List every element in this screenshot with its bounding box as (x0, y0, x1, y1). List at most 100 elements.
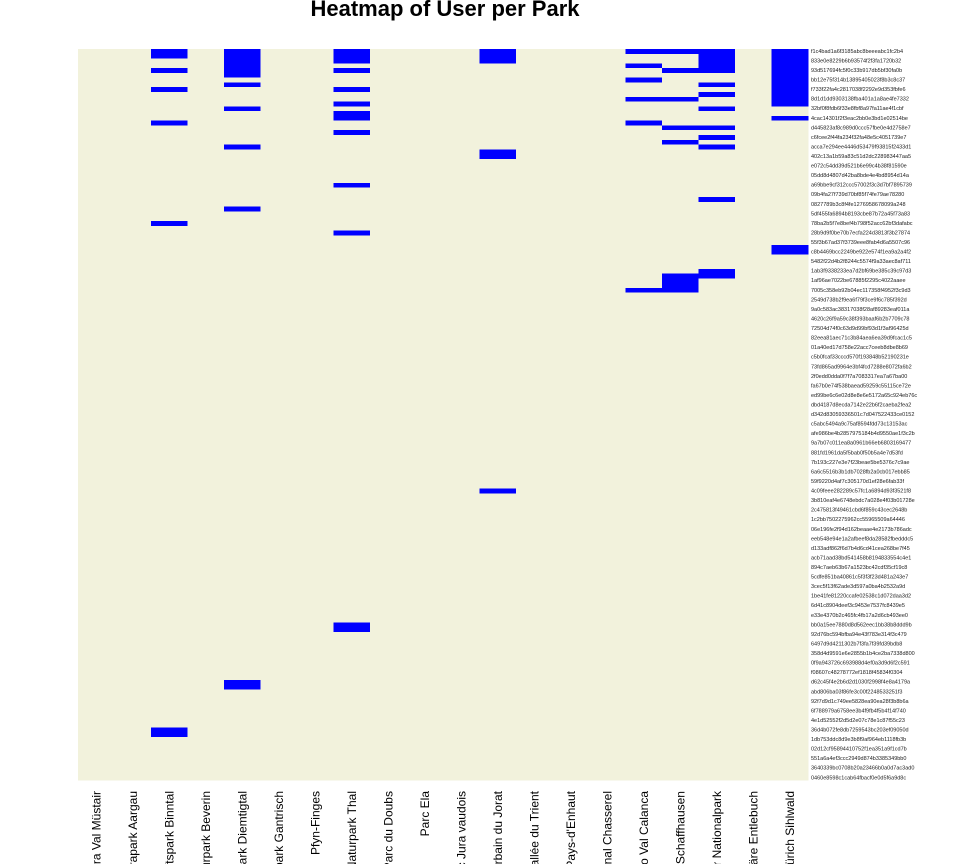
cell (297, 92, 334, 98)
cell (187, 698, 225, 705)
cell (443, 632, 480, 638)
cell (771, 158, 809, 165)
cell (224, 58, 261, 64)
cell (260, 101, 298, 107)
cell (370, 259, 407, 265)
cell (552, 522, 590, 528)
cell (370, 230, 407, 236)
cell (516, 417, 553, 423)
cell (516, 264, 553, 270)
cell (297, 340, 334, 346)
cell (698, 536, 736, 542)
cell (662, 388, 699, 394)
cell (406, 679, 444, 685)
cell (370, 249, 407, 255)
cell (370, 407, 407, 413)
cell (479, 206, 517, 212)
cell (151, 737, 188, 743)
cell (370, 417, 407, 423)
cell (297, 555, 334, 561)
cell (552, 302, 590, 308)
cell (735, 684, 772, 690)
cell (552, 646, 590, 652)
cell (552, 536, 590, 542)
cell (151, 321, 188, 327)
cell (406, 593, 444, 599)
cell (187, 287, 225, 294)
cell (698, 197, 736, 203)
cell (516, 120, 553, 126)
cell (187, 751, 225, 757)
cell (625, 436, 663, 442)
cell (552, 254, 590, 260)
cell (589, 106, 626, 112)
cell (735, 340, 772, 346)
cell (771, 436, 809, 442)
cell (625, 316, 663, 322)
cell (406, 311, 444, 317)
cell (552, 364, 590, 370)
cell (333, 63, 371, 69)
cell (625, 101, 663, 107)
cell (479, 287, 517, 294)
cell (625, 460, 663, 466)
cell (224, 503, 261, 509)
cell (78, 340, 115, 346)
cell (552, 307, 590, 313)
cell (224, 464, 261, 470)
cell (771, 479, 809, 485)
cell (114, 756, 152, 762)
cell (552, 770, 590, 776)
cell (443, 115, 480, 121)
cell (625, 311, 663, 317)
cell (187, 651, 225, 657)
y-tick-label: f08607c48278772ef1818f45834f0304 (811, 670, 902, 676)
cell (187, 302, 225, 308)
cell (333, 632, 371, 638)
cell (297, 173, 334, 179)
cell (151, 517, 188, 523)
cell (516, 512, 553, 518)
cell (698, 369, 736, 375)
cell (589, 330, 626, 337)
cell (771, 187, 809, 193)
cell (114, 445, 152, 451)
cell (260, 426, 298, 432)
x-tick-label: Parc du Doubs (381, 791, 395, 864)
cell (625, 402, 663, 408)
cell (370, 469, 407, 475)
cell (771, 550, 809, 556)
cell (662, 464, 699, 470)
cell (662, 698, 699, 705)
cell (114, 187, 152, 193)
y-tick-label: 9a0c583ac38317038f28af89283eaf011a (811, 307, 910, 313)
cell (771, 96, 809, 102)
cell (552, 660, 590, 666)
cell (370, 201, 407, 208)
cell (78, 598, 115, 604)
cell (443, 718, 480, 724)
cell (187, 311, 225, 317)
cell (224, 158, 261, 165)
cell (78, 474, 115, 480)
cell (297, 737, 334, 743)
cell (151, 235, 188, 241)
y-tick-label: abd806ba03f86fe3c00f2248533251f3 (811, 689, 902, 695)
cell (625, 641, 663, 647)
cell (370, 531, 407, 537)
cell (589, 63, 626, 69)
cell (589, 632, 626, 638)
y-tick-label: d62c45f4e2b6d2d1030f2998f4e8a4179a (811, 680, 911, 686)
cell (114, 703, 152, 709)
cell (552, 264, 590, 270)
cell (443, 340, 480, 346)
cell (224, 636, 261, 642)
cell (552, 168, 590, 174)
cell (406, 751, 444, 757)
cell (589, 665, 626, 671)
cell (552, 316, 590, 322)
y-tick-label: 1db753ddc8d9e3b8f9af964eb1118fb3b (811, 737, 906, 743)
cell (735, 417, 772, 423)
cell (370, 512, 407, 518)
cell (589, 302, 626, 308)
